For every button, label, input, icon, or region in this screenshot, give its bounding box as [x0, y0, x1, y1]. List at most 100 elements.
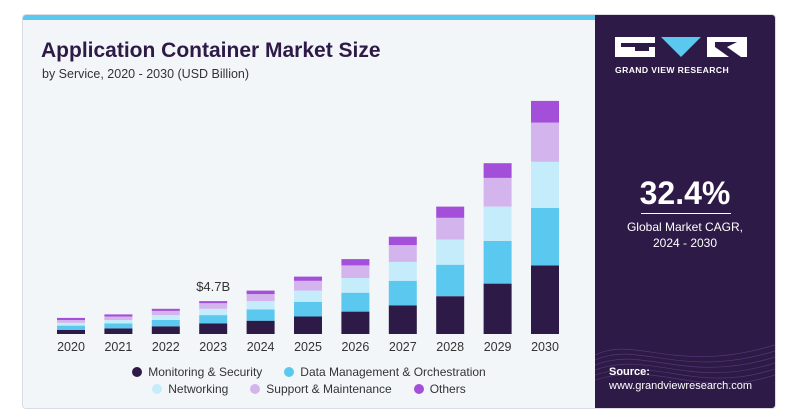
stacked-bar-chart: 2020 2021 2022 2023 $4.7B 2024 2025 2026 2027 202…: [57, 100, 559, 354]
bar-segment-2022-s1: [151, 320, 180, 327]
bar-segment-2022-s2: [151, 315, 180, 320]
bar-segment-2021-s2: [104, 320, 133, 324]
cagr-label-line2: 2024 - 2030: [652, 236, 718, 250]
legend-row-1: Monitoring & Security Data Management & …: [23, 363, 595, 380]
legend-item-monitoring: Monitoring & Security: [132, 365, 262, 379]
bar-segment-2023-s0: [199, 323, 228, 334]
bar-segment-2029-s2: [483, 206, 512, 241]
x-tick-label-2024: 2024: [247, 340, 275, 354]
bar-segment-2028-s0: [436, 296, 465, 334]
x-tick-label-2021: 2021: [104, 340, 132, 354]
legend-swatch-data-management: [284, 366, 295, 377]
legend-label-others: Others: [429, 381, 466, 396]
x-tick-label-2023: 2023: [199, 340, 227, 354]
bar-segment-2027-s3: [388, 245, 417, 262]
decorative-wave-lines: [595, 344, 775, 384]
legend-row-2: Networking Support & Maintenance Others: [23, 380, 595, 397]
x-tick-label-2029: 2029: [484, 340, 512, 354]
x-tick-label-2026: 2026: [341, 340, 369, 354]
legend-label-monitoring: Monitoring & Security: [148, 364, 263, 379]
bar-segment-2026-s2: [341, 278, 370, 293]
source-note: Source: www.grandviewresearch.com: [609, 365, 752, 393]
brand-sidebar: GRAND VIEW RESEARCH 32.4% Global Market …: [595, 15, 775, 408]
x-tick-label-2020: 2020: [57, 340, 85, 354]
logo-v-icon: [661, 37, 701, 57]
logo-wordmark: GRAND VIEW RESEARCH: [615, 65, 730, 75]
bar-segment-2026-s3: [341, 265, 370, 278]
cagr-divider: [641, 213, 731, 214]
bar-segment-2020-s3: [57, 320, 85, 323]
bar-segment-2029-s0: [483, 283, 512, 334]
bar-segment-2020-s0: [57, 329, 85, 334]
bar-segment-2027-s2: [388, 261, 417, 281]
bar-segment-2021-s4: [104, 314, 133, 317]
bar-segment-2028-s3: [436, 217, 465, 240]
bar-segment-2024-s2: [246, 301, 275, 310]
cagr-label-line1: Global Market CAGR,: [626, 220, 744, 234]
cagr-label: Global Market CAGR, 2024 - 2030: [595, 219, 775, 251]
logo-mark: [615, 37, 755, 57]
bar-segment-2020-s1: [57, 325, 85, 330]
bar-segment-2030-s1: [531, 208, 559, 266]
legend-label-support: Support & Maintenance: [266, 381, 392, 396]
bar-segment-2028-s4: [436, 206, 465, 218]
legend-item-data-management: Data Management & Orchestration: [284, 364, 486, 379]
bar-segment-2027-s0: [388, 305, 417, 334]
bar-segment-2021-s0: [104, 328, 133, 334]
bar-segment-2021-s3: [104, 316, 133, 320]
bar-segment-2021-s1: [104, 323, 133, 329]
accent-bar: [23, 15, 595, 20]
bar-segment-2020-s2: [57, 322, 85, 326]
cagr-value: 32.4%: [639, 175, 731, 211]
bar-segment-2029-s3: [483, 177, 512, 207]
bar-segment-2026-s0: [341, 311, 370, 334]
bar-segment-2023-s2: [199, 308, 228, 316]
x-tick-label-2028: 2028: [436, 340, 464, 354]
legend-item-others: Others: [413, 381, 466, 396]
bar-segment-2024-s4: [246, 290, 275, 295]
infographic-card: Application Container Market Size by Ser…: [22, 14, 776, 409]
legend-swatch-networking: [152, 383, 163, 394]
bar-segment-2030-s4: [531, 100, 559, 123]
bar-segment-2027-s1: [388, 280, 417, 306]
bar-segment-2024-s3: [246, 294, 275, 302]
grand-view-research-logo: GRAND VIEW RESEARCH: [615, 37, 755, 75]
bar-segment-2029-s1: [483, 240, 512, 284]
bar-segment-2029-s4: [483, 163, 512, 178]
bar-segment-2025-s2: [294, 290, 322, 302]
bar-segment-2022-s4: [151, 308, 180, 311]
bar-segment-2030-s3: [531, 122, 559, 162]
source-label: Source:: [609, 366, 650, 378]
bar-segment-2023-s3: [199, 303, 228, 309]
x-tick-label-2025: 2025: [294, 340, 322, 354]
bar-segment-2030-s0: [531, 265, 559, 334]
bar-segment-2022-s3: [151, 310, 180, 316]
x-tick-label-2027: 2027: [389, 340, 417, 354]
legend-label-data-management: Data Management & Orchestration: [300, 364, 486, 379]
bar-segment-2025-s1: [294, 301, 322, 317]
bar-segment-2023-s4: [199, 301, 228, 304]
legend-item-support: Support & Maintenance: [250, 381, 392, 396]
logo-g-icon: [615, 37, 655, 57]
bar-segment-2022-s0: [151, 326, 180, 334]
bar-segment-2020-s4: [57, 317, 85, 320]
chart-title: Application Container Market Size: [41, 39, 381, 62]
legend-swatch-monitoring: [132, 366, 143, 377]
bar-segment-2025-s4: [294, 276, 322, 281]
data-label-2023: $4.7B: [196, 279, 230, 294]
bar-segment-2030-s2: [531, 161, 559, 208]
bar-segment-2023-s1: [199, 315, 228, 324]
bar-segment-2024-s1: [246, 309, 275, 321]
bar-segment-2026-s1: [341, 292, 370, 312]
legend-label-networking: Networking: [168, 381, 229, 396]
bar-segment-2028-s1: [436, 264, 465, 297]
bar-segment-2025-s3: [294, 280, 322, 291]
bar-segment-2026-s4: [341, 259, 370, 266]
bar-segment-2028-s2: [436, 239, 465, 265]
legend-swatch-support: [250, 383, 261, 394]
chart-subtitle: by Service, 2020 - 2030 (USD Billion): [42, 67, 250, 81]
x-tick-label-2022: 2022: [152, 340, 180, 354]
bar-segment-2025-s0: [294, 316, 322, 334]
bar-segment-2024-s0: [246, 320, 275, 334]
legend-swatch-others: [413, 383, 424, 394]
